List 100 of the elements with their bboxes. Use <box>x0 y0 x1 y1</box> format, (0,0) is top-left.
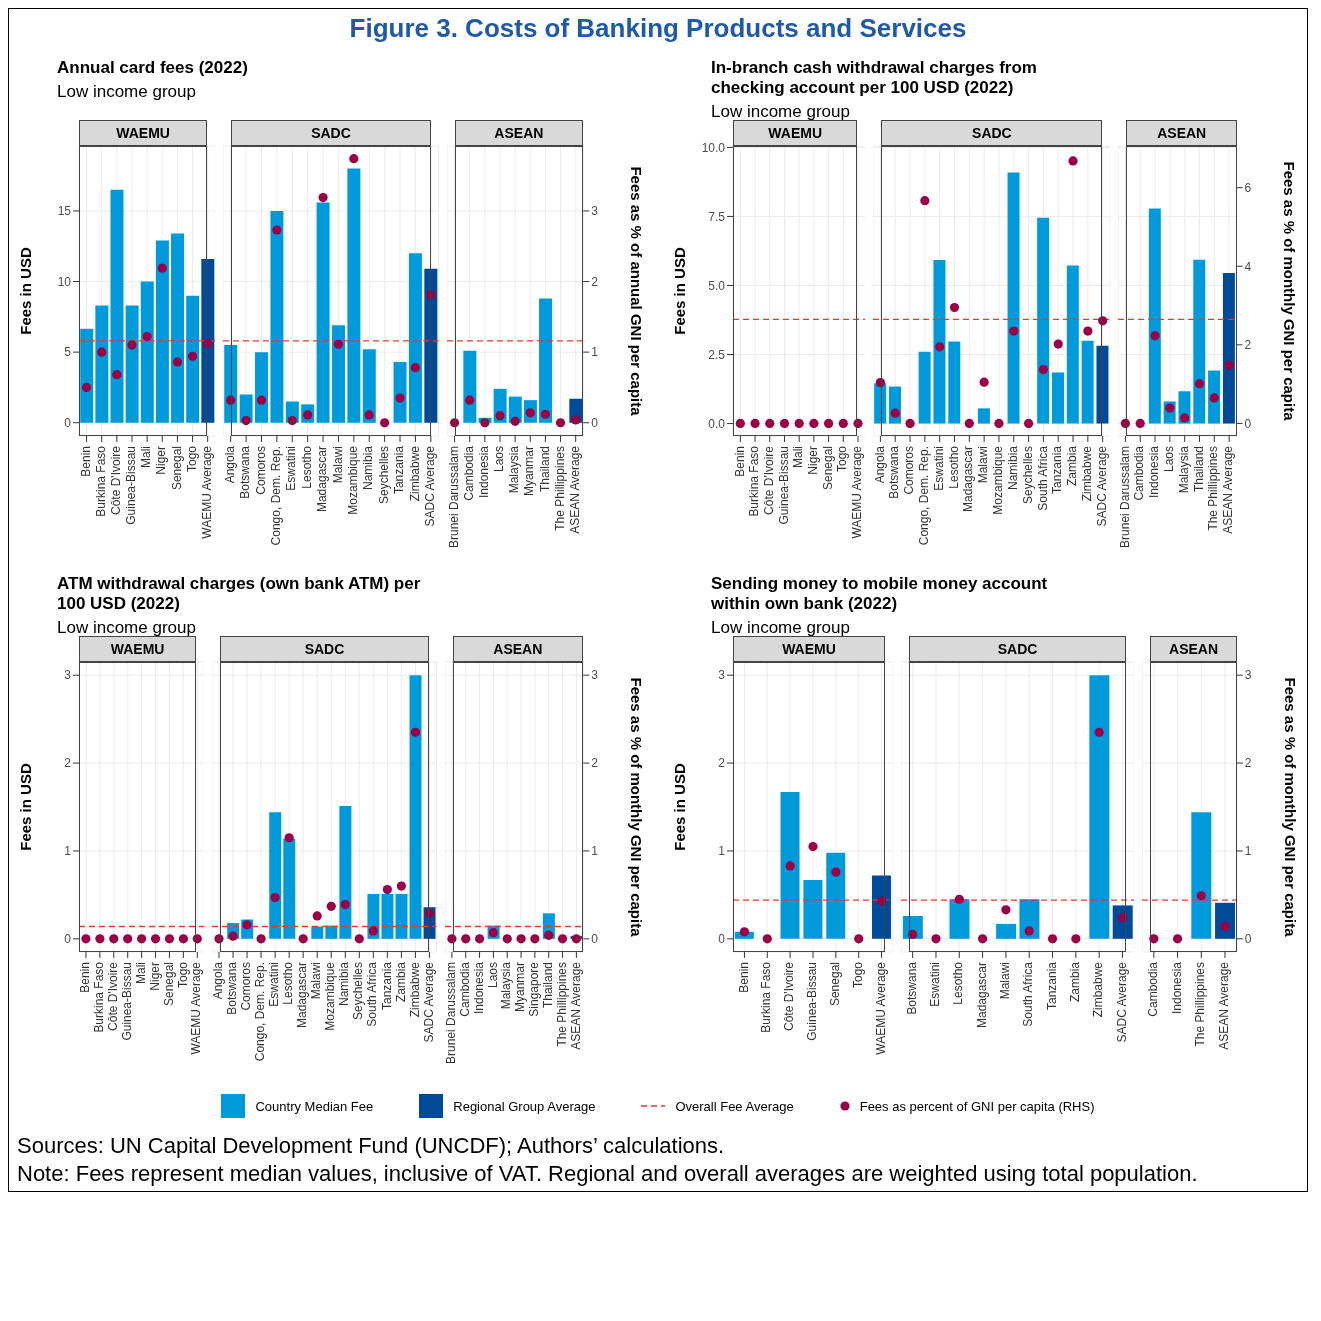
x-tick-label: WAEMU Average <box>873 961 888 1055</box>
x-tick-label: Côte D'Ivoire <box>109 445 124 515</box>
y-tick-label: 15 <box>57 204 72 219</box>
x-tick-label: Seychelles <box>377 446 392 505</box>
x-tick-label: Tanzania <box>1044 961 1059 1010</box>
y2-axis-title: Fees as % of monthly GNI per capita <box>627 677 645 938</box>
y2-tick-label: 1 <box>590 844 598 859</box>
x-tick-label: Cambodia <box>457 961 472 1017</box>
y-axis-title: Fees in USD <box>671 763 689 851</box>
x-tick-label: Senegal <box>161 962 176 1006</box>
text: In-branch cash withdrawal charges from checking account per 100 USD (2022) <box>711 58 1038 98</box>
y2-tick-label: 2 <box>1244 338 1252 353</box>
y-tick-label: 0 <box>64 932 72 947</box>
y2-tick-label: 2 <box>590 756 598 771</box>
x-tick-label: Benin <box>78 962 93 993</box>
x-tick-label: The Phillippines <box>1206 445 1221 531</box>
x-tick-label: Singapore <box>526 961 541 1017</box>
x-tick-label: Mozambique <box>346 445 361 515</box>
x-tick-label: Angola <box>223 445 238 484</box>
y-tick-label: 10.0 <box>701 140 726 155</box>
x-tick-label: Burkina Faso <box>92 961 107 1033</box>
x-tick-label: Guinea-Bissau <box>124 446 139 525</box>
x-tick-label: Tanzania <box>1050 445 1065 494</box>
x-tick-label: Togo <box>175 961 190 988</box>
x-tick-label: Thailand <box>540 962 555 1008</box>
x-tick-label: Lesotho <box>300 445 315 489</box>
y2-tick-label: 1 <box>1244 844 1252 859</box>
x-tick-label: Madagascar <box>295 961 310 1028</box>
y2-axis-title: Fees as % of monthly GNI per capita <box>1281 161 1299 422</box>
x-tick-label: Mozambique <box>991 445 1006 515</box>
x-tick-label: Comoros <box>902 445 917 495</box>
x-tick-label: Thailand <box>537 446 552 493</box>
x-tick-label: Tanzania <box>392 445 407 495</box>
x-tick-label: SADC Average <box>423 445 438 527</box>
x-tick-label: Indonesia <box>1169 961 1184 1014</box>
x-tick-label: Zimbabwe <box>407 961 422 1018</box>
y2-tick-label: 4 <box>1244 259 1252 274</box>
x-tick-label: The Phillippines <box>1193 961 1208 1047</box>
x-tick-label: Lesotho <box>281 961 296 1005</box>
text: Annual card fees (2022) <box>57 58 249 78</box>
x-tick-label: Mali <box>791 446 806 468</box>
chart-title: WAEMU <box>79 120 208 146</box>
x-tick-label: Brunei Darussalam <box>446 446 461 549</box>
x-tick-label: Benin <box>732 446 747 477</box>
text: Low income group <box>57 618 197 638</box>
x-tick-label: Guinea-Bissau <box>805 962 820 1041</box>
x-tick-label: Laos <box>491 446 506 473</box>
x-tick-label: Guinea-Bissau <box>776 446 791 525</box>
x-tick-label: Côte D'Ivoire <box>782 961 797 1031</box>
y-tick-label: 0 <box>718 932 726 947</box>
y2-tick-label: 2 <box>591 274 598 289</box>
x-tick-label: Botswana <box>904 961 919 1015</box>
x-tick-label: Laos <box>1162 445 1177 472</box>
chart-title: WAEMU <box>79 636 197 662</box>
x-tick-label: Zambia <box>1068 961 1083 1002</box>
x-tick-label: Eswatini <box>284 446 299 491</box>
x-tick-label: Congo, Dem. Rep. <box>253 962 268 1062</box>
x-tick-label: Burkina Faso <box>93 445 108 517</box>
x-tick-label: Benin <box>736 962 751 993</box>
x-tick-label: Cambodia <box>461 445 476 501</box>
x-tick-label: Eswatini <box>267 962 282 1007</box>
x-tick-label: Myanmar <box>522 446 537 497</box>
y-axis-title: Fees in USD <box>17 247 35 335</box>
x-tick-label: Zimbabwe <box>407 445 422 502</box>
x-tick-label: Angola <box>211 961 226 1000</box>
x-tick-label: Burkina Faso <box>747 445 762 517</box>
x-tick-label: Seychelles <box>351 962 366 1020</box>
x-tick-label: ASEAN Average <box>1221 445 1236 534</box>
y-tick-label: 2.5 <box>708 347 726 362</box>
chart-title: ASEAN <box>452 636 583 662</box>
x-tick-label: The Phillippines <box>554 961 569 1047</box>
x-tick-label: Malaysia <box>499 961 514 1010</box>
x-tick-label: Malawi <box>330 446 345 484</box>
x-tick-label: Namibia <box>1006 445 1021 490</box>
chart-title: WAEMU <box>733 120 858 146</box>
x-tick-label: Brunei Darussalam <box>443 961 458 1064</box>
x-tick-label: South Africa <box>1021 961 1036 1027</box>
x-tick-label: SADC Average <box>421 961 436 1043</box>
x-tick-label: Brunei Darussalam <box>1118 445 1133 548</box>
y-tick-label: 0 <box>64 415 72 430</box>
source-note: Sources: UN Capital Development Fund (UNCDF); Authors’ calculations. <box>17 1132 726 1160</box>
chart-title: SADC <box>220 636 429 662</box>
x-tick-label: South Africa <box>365 961 380 1027</box>
x-tick-label: Congo, Dem. Rep. <box>269 446 284 546</box>
x-tick-label: Niger <box>147 961 162 991</box>
x-tick-label: SADC Average <box>1114 961 1129 1043</box>
x-tick-label: Cambodia <box>1132 445 1147 501</box>
x-tick-label: Zambia <box>393 961 408 1002</box>
x-tick-label: Thailand <box>1192 445 1207 492</box>
x-tick-label: Togo <box>835 445 850 472</box>
x-tick-label: Togo <box>184 445 199 473</box>
x-tick-label: ASEAN Average <box>1217 961 1232 1050</box>
x-tick-label: Malawi <box>976 445 991 484</box>
x-tick-label: The Phillippines <box>552 446 567 531</box>
x-tick-label: Mali <box>139 446 154 469</box>
x-tick-label: Congo, Dem. Rep. <box>917 445 932 546</box>
x-tick-label: Zimbabwe <box>1080 445 1095 502</box>
x-tick-label: SADC Average <box>1095 445 1110 527</box>
x-tick-label: Botswana <box>238 445 253 499</box>
x-tick-label: Indonesia <box>471 961 486 1014</box>
